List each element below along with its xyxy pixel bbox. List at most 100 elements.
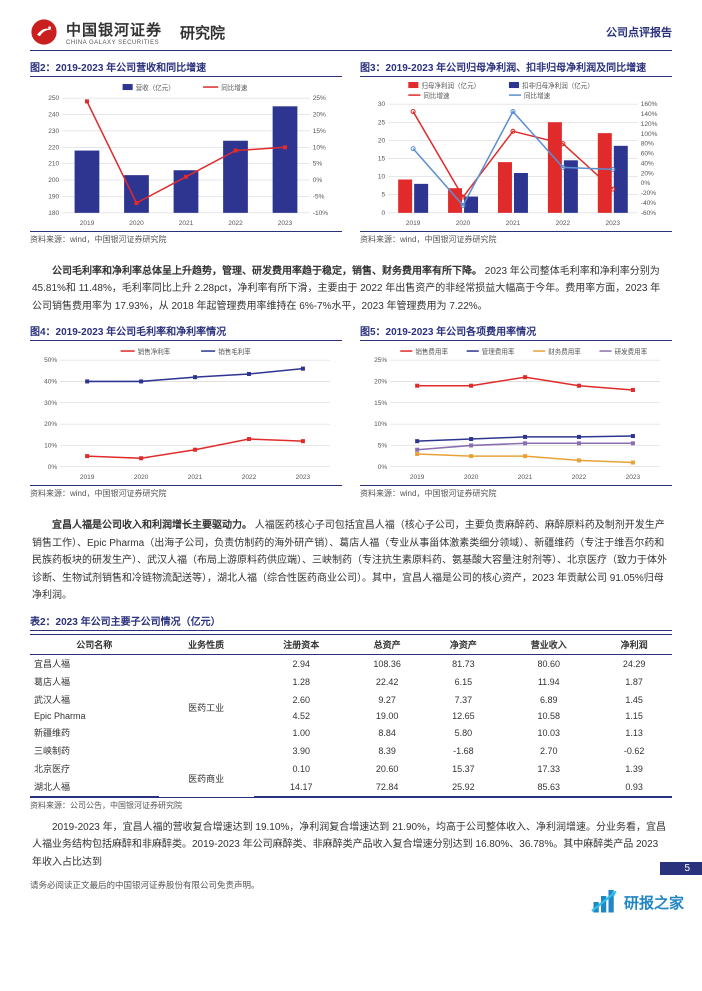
table-cell: 0.10 bbox=[254, 760, 349, 778]
table-cell: 72.84 bbox=[349, 778, 426, 797]
fig5-source: 资料来源：wind，中国银河证券研究院 bbox=[360, 485, 672, 499]
table-cell: 2.70 bbox=[501, 742, 596, 760]
page-footer: 请务必阅读正文最后的中国银河证券股份有限公司免责声明。 bbox=[30, 879, 672, 891]
svg-text:管理费用率: 管理费用率 bbox=[482, 348, 515, 357]
svg-text:80%: 80% bbox=[641, 141, 654, 148]
svg-text:240: 240 bbox=[48, 112, 59, 119]
table-cell: 医药商业 bbox=[159, 760, 254, 797]
chart-row-2: 图4：2019-2023 年公司毛利率和净利率情况 销售净利率销售毛利率0%10… bbox=[30, 323, 672, 509]
svg-text:研发费用率: 研发费用率 bbox=[615, 348, 648, 357]
svg-text:2023: 2023 bbox=[606, 220, 621, 227]
svg-text:2021: 2021 bbox=[188, 474, 203, 481]
disclaimer: 请务必阅读正文最后的中国银河证券股份有限公司免责声明。 bbox=[30, 879, 260, 891]
galaxy-logo-icon bbox=[30, 18, 58, 46]
table-cell: 9.27 bbox=[349, 691, 426, 709]
table-cell: 4.52 bbox=[254, 709, 349, 724]
svg-text:营收（亿元）: 营收（亿元） bbox=[136, 83, 175, 92]
table-cell: 3.90 bbox=[254, 742, 349, 760]
svg-text:2021: 2021 bbox=[179, 220, 194, 227]
table-cell: 7.37 bbox=[426, 691, 502, 709]
table-cell: -1.68 bbox=[426, 742, 502, 760]
table-cell: 8.84 bbox=[349, 724, 426, 742]
document-type: 公司点评报告 bbox=[606, 24, 672, 40]
fig4-title: 图4：2019-2023 年公司毛利率和净利率情况 bbox=[30, 323, 342, 341]
table-header: 注册资本 bbox=[254, 634, 349, 654]
svg-text:销售费用率: 销售费用率 bbox=[415, 348, 448, 357]
fig5-title: 图5：2019-2023 年公司各项费用率情况 bbox=[360, 323, 672, 341]
svg-text:60%: 60% bbox=[641, 151, 654, 158]
table-cell: 北京医疗 bbox=[30, 760, 159, 778]
table-cell: 85.63 bbox=[501, 778, 596, 797]
svg-text:230: 230 bbox=[48, 128, 59, 135]
svg-text:2022: 2022 bbox=[242, 474, 257, 481]
svg-text:15%: 15% bbox=[374, 400, 387, 407]
table-row: 武汉人福2.609.277.376.891.45 bbox=[30, 691, 672, 709]
figure-2: 图2：2019-2023 年公司营收和同比增速 营收（亿元）同比增速180190… bbox=[30, 59, 342, 255]
table-cell: 武汉人福 bbox=[30, 691, 159, 709]
svg-text:160%: 160% bbox=[641, 101, 658, 108]
svg-text:财务费用率: 财务费用率 bbox=[548, 348, 581, 357]
table-cell: 1.13 bbox=[596, 724, 672, 742]
table-header: 业务性质 bbox=[159, 634, 254, 654]
table-row: 新疆维药1.008.845.8010.031.13 bbox=[30, 724, 672, 742]
page-header: 中国银河证券 CHINA GALAXY SECURITIES 研究院 公司点评报… bbox=[30, 18, 672, 51]
svg-text:0%: 0% bbox=[48, 464, 58, 471]
fig4-source: 资料来源：wind，中国银河证券研究院 bbox=[30, 485, 342, 499]
svg-text:25%: 25% bbox=[313, 95, 326, 102]
fig3-chart: 归母净利润（亿元）扣非归母净利润（亿元）同比增速同比增速051015202530… bbox=[360, 80, 672, 231]
fig2-source: 资料来源：wind，中国银河证券研究院 bbox=[30, 231, 342, 245]
table-2: 公司名称业务性质注册资本总资产净资产营业收入净利润宜昌人福医药工业2.94108… bbox=[30, 634, 672, 797]
table-cell: 湖北人福 bbox=[30, 778, 159, 797]
svg-text:30%: 30% bbox=[44, 400, 57, 407]
svg-text:0%: 0% bbox=[313, 177, 323, 184]
svg-text:销售净利率: 销售净利率 bbox=[138, 348, 171, 357]
table-cell: -0.62 bbox=[596, 742, 672, 760]
svg-text:2020: 2020 bbox=[456, 220, 471, 227]
table-cell: 1.28 bbox=[254, 673, 349, 691]
svg-text:0%: 0% bbox=[641, 180, 651, 187]
table-cell: 0.93 bbox=[596, 778, 672, 797]
svg-text:-10%: -10% bbox=[313, 210, 328, 217]
svg-text:10%: 10% bbox=[374, 422, 387, 429]
fig5-chart: 销售费用率管理费用率财务费用率研发费用率0%5%10%15%20%25%2019… bbox=[360, 344, 672, 485]
table-cell: 15.37 bbox=[426, 760, 502, 778]
svg-text:2022: 2022 bbox=[228, 220, 243, 227]
svg-text:200: 200 bbox=[48, 177, 59, 184]
svg-text:2021: 2021 bbox=[506, 220, 521, 227]
table-cell: 1.39 bbox=[596, 760, 672, 778]
table-cell: 2.60 bbox=[254, 691, 349, 709]
svg-text:归母净利润（亿元）: 归母净利润（亿元） bbox=[421, 81, 480, 90]
company-suffix: 研究院 bbox=[180, 22, 225, 43]
svg-text:140%: 140% bbox=[641, 111, 658, 118]
para2-text: 人福医药核心子司包括宜昌人福（核心子公司，主要负责麻醉药、麻醉原料药及制剂开发生… bbox=[32, 520, 667, 601]
figure-4: 图4：2019-2023 年公司毛利率和净利率情况 销售净利率销售毛利率0%10… bbox=[30, 323, 342, 509]
svg-text:220: 220 bbox=[48, 144, 59, 151]
svg-text:扣非归母净利润（亿元）: 扣非归母净利润（亿元） bbox=[522, 81, 594, 90]
table-cell: 20.60 bbox=[349, 760, 426, 778]
logo-area: 中国银河证券 CHINA GALAXY SECURITIES 研究院 bbox=[30, 18, 225, 46]
watermark-text: 研报之家 bbox=[624, 892, 684, 913]
table2-title: 表2：2023 年公司主要子公司情况（亿元） bbox=[30, 613, 672, 631]
fig2-title: 图2：2019-2023 年公司营收和同比增速 bbox=[30, 59, 342, 77]
svg-text:-5%: -5% bbox=[313, 193, 325, 200]
svg-text:0%: 0% bbox=[378, 464, 388, 471]
table-cell: 5.80 bbox=[426, 724, 502, 742]
table-row: 葛店人福1.2822.426.1511.941.87 bbox=[30, 673, 672, 691]
table-header: 净资产 bbox=[426, 634, 502, 654]
table-header: 营业收入 bbox=[501, 634, 596, 654]
table-row: 北京医疗医药商业0.1020.6015.3717.331.39 bbox=[30, 760, 672, 778]
svg-text:190: 190 bbox=[48, 193, 59, 200]
company-name-cn: 中国银河证券 bbox=[66, 19, 162, 40]
table-header: 公司名称 bbox=[30, 634, 159, 654]
svg-text:120%: 120% bbox=[641, 121, 658, 128]
figure-3: 图3：2019-2023 年公司归母净利润、扣非归母净利润及同比增速 归母净利润… bbox=[360, 59, 672, 255]
svg-text:5%: 5% bbox=[378, 443, 388, 450]
svg-text:-60%: -60% bbox=[641, 210, 656, 217]
svg-text:2019: 2019 bbox=[410, 474, 425, 481]
svg-text:2019: 2019 bbox=[80, 220, 95, 227]
svg-text:100%: 100% bbox=[641, 131, 658, 138]
table-header: 总资产 bbox=[349, 634, 426, 654]
table2-source: 资料来源：公司公告，中国银河证券研究院 bbox=[30, 797, 672, 811]
chart-row-1: 图2：2019-2023 年公司营收和同比增速 营收（亿元）同比增速180190… bbox=[30, 59, 672, 255]
svg-text:2020: 2020 bbox=[129, 220, 144, 227]
